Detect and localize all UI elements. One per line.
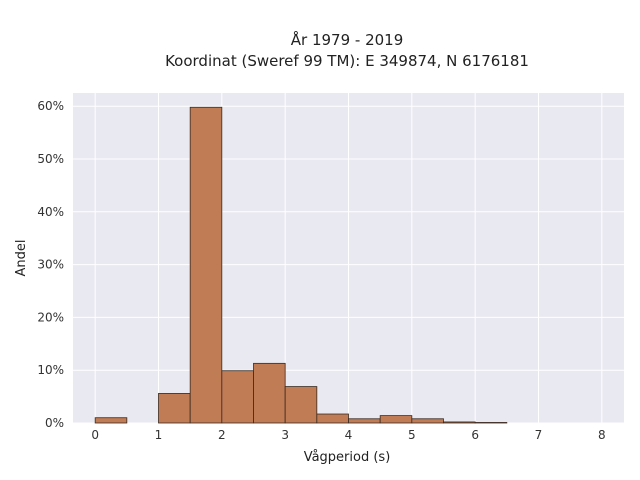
x-tick-label: 5 — [408, 428, 416, 442]
y-tick-label: 0% — [45, 416, 64, 430]
x-tick-label: 4 — [345, 428, 353, 442]
histogram-bar — [379, 415, 413, 424]
y-tick-label: 10% — [37, 363, 64, 377]
histogram-bar — [189, 106, 223, 424]
histogram-bar — [348, 418, 381, 424]
x-axis-label: Vågperiod (s) — [304, 450, 391, 465]
y-axis-ticks: 0% 10% 20% 30% 40% 50% 60% — [37, 99, 64, 430]
y-tick-label: 50% — [37, 152, 64, 166]
x-tick-label: 7 — [535, 428, 543, 442]
y-axis-label: Andel — [14, 240, 29, 277]
histogram-bar — [158, 393, 191, 424]
chart-title-line-2: Koordinat (Sweref 99 TM): E 349874, N 61… — [165, 52, 529, 70]
histogram-bar — [94, 417, 128, 424]
x-tick-label: 6 — [471, 428, 479, 442]
histogram-bar — [253, 362, 286, 424]
histogram-bar — [221, 370, 254, 424]
y-tick-label: 40% — [37, 205, 64, 219]
chart-title-line-1: År 1979 - 2019 — [291, 30, 404, 49]
y-tick-label: 60% — [37, 99, 64, 113]
x-tick-label: 8 — [598, 428, 606, 442]
x-tick-label: 1 — [155, 428, 163, 442]
histogram-bar — [443, 421, 476, 424]
x-tick-label: 2 — [218, 428, 226, 442]
x-tick-label: 0 — [91, 428, 99, 442]
y-tick-label: 20% — [37, 310, 64, 324]
x-axis-ticks: 0 1 2 3 4 5 6 7 8 — [91, 428, 605, 442]
y-tick-label: 30% — [37, 258, 64, 272]
histogram-bar — [474, 422, 508, 424]
x-tick-label: 3 — [281, 428, 289, 442]
histogram-bar — [284, 386, 318, 424]
histogram-bars — [94, 106, 508, 424]
histogram-bar — [316, 413, 349, 424]
histogram-bar — [411, 418, 444, 424]
